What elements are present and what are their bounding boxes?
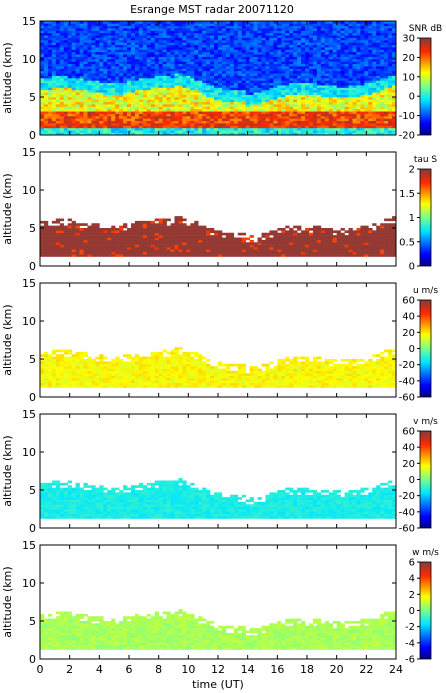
colorbar-tick-label: 4 xyxy=(409,574,415,585)
colorbar-tick-label: -20 xyxy=(399,360,415,371)
heatmap-u xyxy=(40,347,397,388)
x-tick-label: 20 xyxy=(330,663,344,676)
colorbar-tick-label: 0 xyxy=(409,92,415,103)
y-tick-label: 10 xyxy=(22,53,36,66)
colorbar-tick-label: -4 xyxy=(405,638,415,649)
y-tick-label: 0 xyxy=(29,653,36,666)
colorbar-tick-label: 30 xyxy=(402,34,415,45)
x-tick-label: 14 xyxy=(241,663,255,676)
y-tick-label: 5 xyxy=(29,615,36,628)
colorbar-tick-label: 20 xyxy=(402,53,415,64)
y-tick-label: 5 xyxy=(29,91,36,104)
x-tick-label: 10 xyxy=(181,663,195,676)
y-tick-label: 10 xyxy=(22,315,36,328)
colorbar-tick-label: 20 xyxy=(402,459,415,470)
colorbar-tick-label: 2 xyxy=(409,165,415,176)
colorbar-tick-label: 0 xyxy=(409,475,415,486)
y-tick-label: 15 xyxy=(22,539,36,552)
y-tick-label: 15 xyxy=(22,408,36,421)
y-tick-label: 5 xyxy=(29,484,36,497)
colorbar-u xyxy=(419,299,432,398)
colorbar-tick-label: -6 xyxy=(405,655,415,666)
colorbar-tick-label: 0 xyxy=(409,262,415,273)
colorbar-snr xyxy=(419,37,432,136)
colorbar-tick-label: 6 xyxy=(409,558,415,569)
colorbar-tick-label: -60 xyxy=(399,524,415,535)
x-tick-label: 8 xyxy=(155,663,162,676)
x-tick-label: 4 xyxy=(96,663,103,676)
heatmap-tau xyxy=(40,216,397,257)
colorbar-label: SNR dB xyxy=(409,24,442,34)
heatmap-snr xyxy=(40,21,397,136)
y-tick-label: 10 xyxy=(22,446,36,459)
colorbar-tick-label: 0 xyxy=(409,606,415,617)
panel-snr: 0 5 10 15 altitude (km) SNR dB -20 -10 0 10 20 30 xyxy=(1,15,442,142)
panel-u: 0 5 10 15 altitude (km) u m/s -60 -40 -20 0 20 40 60 xyxy=(1,277,438,404)
colorbar-tick-label: 0 xyxy=(409,344,415,355)
y-axis-label: altitude (km) xyxy=(1,566,14,637)
y-tick-label: 0 xyxy=(29,260,36,273)
x-tick-label: 16 xyxy=(270,663,284,676)
colorbar-tick-label: 1 xyxy=(409,213,415,224)
x-tick-label: 2 xyxy=(66,663,73,676)
colorbar-tick-label: 1.5 xyxy=(399,189,415,200)
y-axis-label: altitude (km) xyxy=(1,173,14,244)
colorbar-tick-label: 10 xyxy=(402,72,415,83)
colorbar-tick-label: 60 xyxy=(402,296,415,307)
y-tick-label: 5 xyxy=(29,222,36,235)
y-axis-label: altitude (km) xyxy=(1,304,14,375)
y-tick-label: 15 xyxy=(22,277,36,290)
colorbar-tick-label: -40 xyxy=(399,507,415,518)
colorbar-label: u m/s xyxy=(413,286,438,296)
colorbar-tick-label: -40 xyxy=(399,376,415,387)
heatmap-w xyxy=(40,609,397,650)
heatmap-v xyxy=(40,478,397,519)
x-axis-label: time (UT) xyxy=(192,678,244,691)
colorbar-tick-label: 40 xyxy=(402,443,415,454)
colorbar-tick-label: -20 xyxy=(399,131,415,142)
panel-tau: 0 5 10 15 altitude (km) tau S 0 0.5 1 1.5 2 xyxy=(1,146,437,273)
colorbar-label: w m/s xyxy=(412,548,439,558)
y-tick-label: 0 xyxy=(29,522,36,535)
y-tick-label: 10 xyxy=(22,184,36,197)
x-tick-label: 0 xyxy=(37,663,44,676)
colorbar-w xyxy=(419,561,432,660)
colorbar-label: v m/s xyxy=(413,417,438,427)
x-tick-label: 22 xyxy=(359,663,373,676)
colorbar-label: tau S xyxy=(414,155,438,165)
colorbar-tick-label: -60 xyxy=(399,393,415,404)
y-tick-label: 10 xyxy=(22,577,36,590)
x-tick-label: 6 xyxy=(126,663,133,676)
y-tick-label: 0 xyxy=(29,391,36,404)
x-tick-label: 24 xyxy=(389,663,403,676)
y-tick-label: 15 xyxy=(22,146,36,159)
y-axis-label: altitude (km) xyxy=(1,42,14,113)
x-tick-label: 12 xyxy=(211,663,225,676)
panel-v: 0 5 10 15 altitude (km) v m/s -60 -40 -20 0 20 40 60 xyxy=(1,408,438,535)
colorbar-tick-label: 40 xyxy=(402,312,415,323)
y-axis-label: altitude (km) xyxy=(1,435,14,506)
x-tick-label: 18 xyxy=(300,663,314,676)
colorbar-v xyxy=(419,430,432,529)
colorbar-tick-label: -2 xyxy=(405,622,415,633)
colorbar-tau xyxy=(419,168,432,267)
colorbar-tick-label: -20 xyxy=(399,491,415,502)
colorbar-tick-label: 0.5 xyxy=(399,237,415,248)
y-tick-label: 15 xyxy=(22,15,36,28)
y-tick-label: 5 xyxy=(29,353,36,366)
colorbar-tick-label: 2 xyxy=(409,590,415,601)
colorbar-tick-label: -10 xyxy=(399,111,415,122)
y-tick-label: 0 xyxy=(29,129,36,142)
figure-title: Esrange MST radar 20071120 xyxy=(130,3,294,16)
colorbar-tick-label: 60 xyxy=(402,427,415,438)
colorbar-tick-label: 20 xyxy=(402,328,415,339)
